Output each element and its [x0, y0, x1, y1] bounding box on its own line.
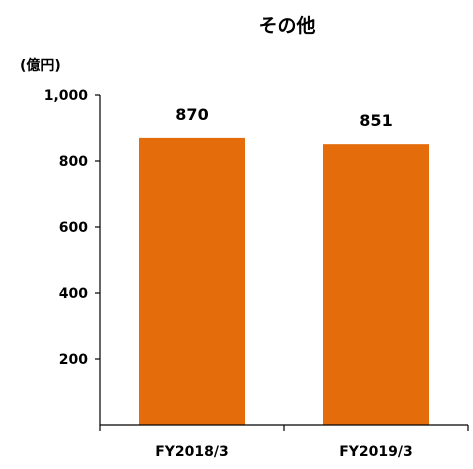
plot-area: 200 400 600 800 1,000 870 FY2018/3 851 FY2019/3: [44, 88, 469, 460]
y-tick-label: 600: [59, 220, 88, 236]
x-category-label: FY2019/3: [339, 444, 413, 460]
data-label: 870: [175, 105, 208, 124]
unit-label: (億円): [20, 57, 61, 74]
y-tick-label: 200: [59, 352, 88, 368]
y-tick-label: 1,000: [44, 88, 89, 104]
chart-title: その他: [258, 14, 315, 37]
y-tick-label: 800: [59, 154, 88, 170]
y-tick-label: 400: [59, 286, 88, 302]
bar-FY2018/3: [139, 137, 245, 425]
bar-FY2019/3: [323, 144, 429, 426]
data-label: 851: [359, 111, 392, 130]
x-category-label: FY2018/3: [155, 444, 229, 460]
